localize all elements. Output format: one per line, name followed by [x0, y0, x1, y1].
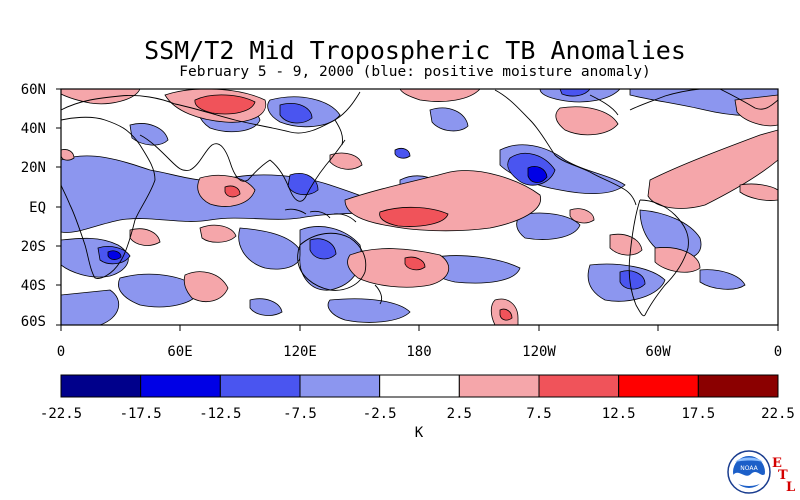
anomaly-region-neg — [61, 289, 120, 325]
anomaly-field — [61, 89, 778, 325]
lat-label: EQ — [29, 200, 46, 216]
lat-label: 40S — [21, 278, 46, 294]
coastlines — [61, 89, 778, 317]
anomaly-region-neg — [429, 107, 469, 132]
lon-label: 0 — [57, 344, 65, 360]
noaa-seal-text: NOAA — [740, 465, 758, 472]
lon-label: 60W — [645, 344, 671, 360]
colorbar-label: -2.5 — [363, 406, 397, 422]
page-title: SSM/T2 Mid Tropospheric TB Anomalies — [144, 36, 686, 65]
anomaly-region-pos — [555, 106, 619, 136]
anomaly-region-pos — [647, 129, 778, 209]
colorbar-label: -12.5 — [199, 406, 241, 422]
anomaly-region-pos — [194, 94, 256, 115]
lon-label: 120W — [522, 344, 556, 360]
anomaly-region-neg — [279, 103, 313, 124]
anomaly-region-pos — [224, 185, 241, 198]
anomaly-region-neg — [619, 270, 646, 290]
lon-label: 180 — [406, 344, 431, 360]
colorbar-label: -22.5 — [40, 406, 82, 422]
colorbar-label: 12.5 — [602, 406, 636, 422]
anomaly-region-neg — [327, 298, 411, 323]
lat-label: 60N — [21, 82, 46, 98]
lat-label: 60S — [21, 314, 46, 330]
lat-label: 40N — [21, 121, 46, 137]
colorbar-label: 17.5 — [681, 406, 715, 422]
anomaly-region-neg — [249, 298, 283, 316]
anomaly-region-pos — [61, 149, 75, 161]
lon-label: 0 — [774, 344, 782, 360]
lat-label: 20N — [21, 160, 46, 176]
colorbar-swatch — [538, 374, 620, 398]
anomaly-region-neg — [309, 238, 337, 260]
colorbar-swatch — [618, 374, 699, 398]
colorbar-swatch — [299, 374, 381, 398]
anomaly-region-neg — [118, 273, 201, 308]
colorbar-swatch — [60, 374, 142, 398]
noaa-logo: NOAA — [727, 450, 771, 494]
anomaly-region-neg — [287, 173, 319, 196]
anomaly-region-pos — [609, 233, 643, 256]
anomaly-region-neg — [639, 209, 702, 260]
colorbar-swatch — [379, 374, 460, 398]
anomaly-region-neg — [129, 123, 169, 146]
colorbar-label: -17.5 — [120, 406, 162, 422]
colorbar-swatch — [458, 374, 540, 398]
anomaly-region-pos — [399, 89, 481, 102]
anomaly-region-neg — [527, 166, 548, 183]
lat-label: 20S — [21, 239, 46, 255]
colorbar-unit: K — [415, 425, 424, 441]
etl-letter-e: E — [772, 456, 782, 471]
anomaly-region-pos — [379, 206, 449, 227]
colorbar-swatch — [697, 374, 779, 398]
colorbar-swatch — [140, 374, 221, 398]
lon-labels: 0 60E 120E 180 120W 60W 0 — [57, 344, 782, 360]
anomaly-region-neg — [699, 269, 746, 290]
anomaly-region-neg — [516, 212, 581, 240]
etl-letter-t: T — [778, 468, 788, 483]
anomaly-region-pos — [404, 256, 426, 271]
colorbar — [60, 374, 779, 398]
anomaly-region-neg — [238, 227, 302, 270]
anomaly-region-pos — [129, 228, 161, 246]
colorbar-label: -7.5 — [283, 406, 317, 422]
page-subtitle: February 5 - 9, 2000 (blue: positive moi… — [179, 64, 651, 80]
lat-labels: 60N 40N 20N EQ 20S 40S 60S — [21, 82, 46, 330]
anomaly-region-pos — [569, 208, 595, 224]
anomaly-region-pos — [347, 248, 450, 288]
etl-letter-l: L — [786, 480, 796, 495]
lon-label: 120E — [283, 344, 317, 360]
anomaly-region-neg — [107, 250, 122, 260]
anomaly-region-pos — [739, 183, 778, 201]
colorbar-swatch — [219, 374, 301, 398]
lon-label: 60E — [167, 344, 192, 360]
colorbar-label: 2.5 — [447, 406, 472, 422]
colorbar-label: 7.5 — [526, 406, 551, 422]
anomaly-region-pos — [654, 247, 701, 273]
anomaly-region-pos — [329, 152, 363, 170]
colorbar-label: 22.5 — [761, 406, 795, 422]
colorbar-labels: -22.5 -17.5 -12.5 -7.5 -2.5 2.5 7.5 12.5 17.5 22.… — [40, 406, 795, 422]
anomaly-region-pos — [183, 271, 229, 303]
anomaly-region-neg — [394, 148, 411, 159]
anomaly-region-pos — [499, 308, 513, 321]
anomaly-region-pos — [199, 224, 237, 243]
